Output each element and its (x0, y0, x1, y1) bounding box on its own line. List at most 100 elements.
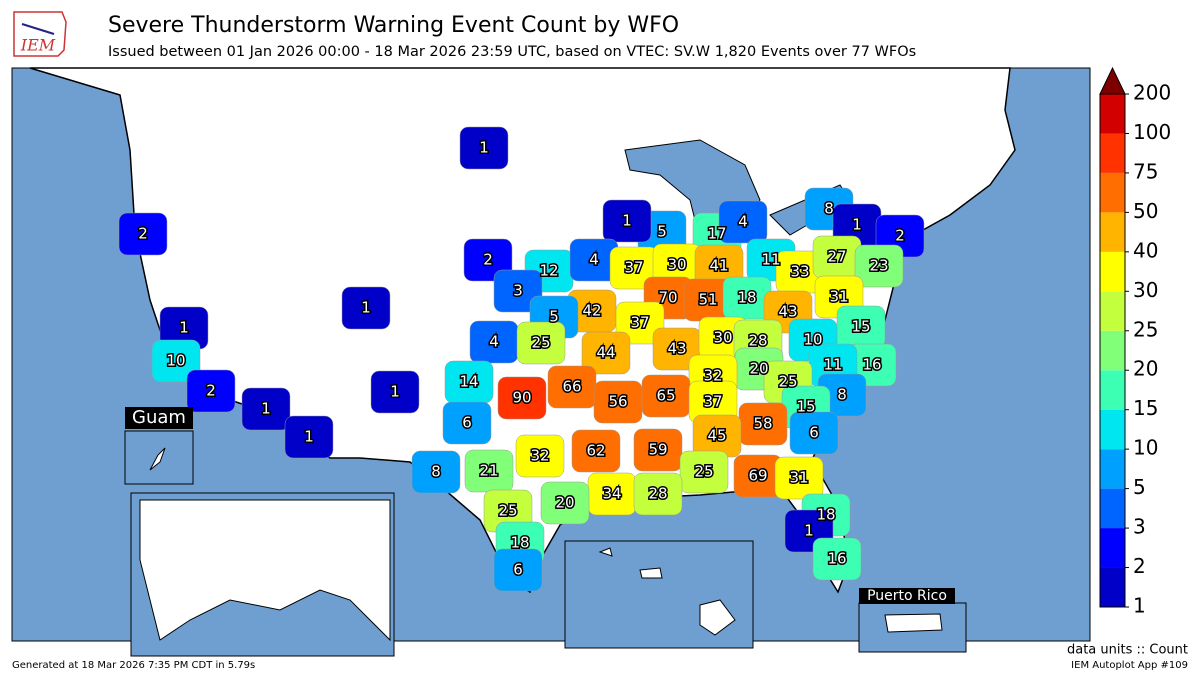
colorbar-extend (1099, 66, 1126, 95)
wfo-count: 15 (851, 318, 870, 336)
colorbar-bin (1100, 94, 1125, 134)
hawaii-inset (564, 540, 754, 649)
wfo-count: 28 (648, 485, 667, 503)
wfo-count: 14 (459, 373, 478, 391)
colorbar-bin (1100, 251, 1125, 292)
wfo-count: 1 (622, 212, 632, 230)
wfo-count: 59 (648, 441, 667, 459)
wfo-count: 70 (658, 289, 677, 307)
wfo-count: 62 (586, 442, 605, 460)
wfo-count: 2 (206, 382, 216, 400)
colorbar-tick-label: 100 (1133, 120, 1171, 144)
generated-note: Generated at 18 Mar 2026 7:35 PM CDT in … (12, 660, 255, 671)
colorbar-tick-label: 200 (1133, 81, 1171, 105)
wfo-count: 37 (703, 393, 722, 411)
wfo-count: 21 (479, 462, 498, 480)
colorbar-tick-label: 30 (1133, 278, 1158, 302)
wfo-count: 32 (703, 367, 722, 385)
wfo-count: 6 (513, 561, 523, 579)
wfo-count: 25 (694, 463, 713, 481)
wfo-region (284, 415, 334, 459)
wfo-count: 34 (602, 485, 621, 503)
colorbar-bin (1100, 370, 1125, 410)
wfo-count: 20 (555, 494, 574, 512)
colorbar-bin (1100, 567, 1125, 607)
wfo-region (241, 387, 291, 431)
wfo-count: 8 (431, 463, 441, 481)
title: Severe Thunderstorm Warning Event Count … (108, 13, 679, 38)
wfo-count: 8 (824, 200, 834, 218)
wfo-region (789, 411, 839, 455)
colorbar-tick-label: 2 (1133, 554, 1146, 578)
wfo-region (854, 244, 904, 288)
wfo-region (571, 429, 621, 473)
wfo-count: 2 (138, 225, 148, 243)
wfo-count: 1 (804, 522, 814, 540)
guam-label-bg (125, 407, 193, 429)
wfo-region (774, 456, 824, 500)
wfo-count: 11 (823, 356, 842, 374)
wfo-region (516, 321, 566, 365)
wfo-count: 43 (667, 340, 686, 358)
wfo-region (493, 548, 543, 592)
wfo-count: 90 (512, 389, 531, 407)
units-label: data units :: Count (1067, 643, 1188, 658)
wfo-count: 20 (749, 360, 768, 378)
guam-land (149, 447, 166, 471)
colorbar-bin (1100, 330, 1125, 371)
wfo-region (370, 370, 420, 414)
colorbar-bin (1100, 133, 1125, 173)
wfo-count: 37 (624, 259, 643, 277)
wfo-count: 65 (656, 387, 675, 405)
wfo-region (718, 200, 768, 244)
wfo-count: 41 (709, 257, 728, 275)
colorbar-tick-label: 5 (1133, 475, 1146, 499)
wfo-count: 25 (498, 502, 517, 520)
colorbar-tick-label: 1 (1133, 594, 1146, 618)
wfo-count: 42 (582, 302, 601, 320)
logo-line (21, 23, 55, 35)
wfo-region (633, 472, 683, 516)
wfo-region (540, 481, 590, 525)
colorbar-tick-label: 25 (1133, 317, 1158, 341)
wfo-region (151, 339, 201, 383)
wfo-count: 25 (531, 334, 550, 352)
wfo-count: 4 (589, 251, 599, 269)
colorbar-bin (1100, 291, 1125, 331)
wfo-count: 45 (707, 427, 726, 445)
alaska-land (139, 499, 391, 642)
colorbar-bin (1100, 488, 1125, 529)
wfo-count: 33 (790, 263, 809, 281)
wfo-count: 1 (390, 383, 400, 401)
wfo-count: 10 (166, 352, 185, 370)
wfo-count: 2 (483, 251, 493, 269)
wfo-count: 5 (549, 308, 559, 326)
pr-label-bg (859, 588, 955, 604)
logo-outline (13, 11, 67, 57)
wfo-region (459, 126, 509, 170)
wfo-count: 16 (827, 550, 846, 568)
colorbar-bin (1100, 409, 1125, 450)
wfo-count: 12 (539, 262, 558, 280)
wfo-count: 3 (513, 282, 523, 300)
wfo-count: 69 (748, 467, 767, 485)
wfo-count: 15 (796, 398, 815, 416)
subtitle: Issued between 01 Jan 2026 00:00 - 18 Ma… (108, 44, 916, 60)
colorbar: 1 2 3 5 10 15 20 25 30 40 50 75 100 200 (1099, 66, 1171, 618)
wfo-count: 18 (510, 534, 529, 552)
logo: IEM (13, 11, 67, 57)
wfo-region (442, 401, 492, 445)
pr-land (884, 613, 943, 633)
wfo-count: 6 (462, 414, 472, 432)
wfo-region (341, 286, 391, 330)
wfo-count: 66 (562, 378, 581, 396)
wfo-region (615, 301, 665, 345)
wfo-region (581, 331, 631, 375)
hawaii-land (598, 547, 736, 636)
wfo-count: 43 (778, 303, 797, 321)
wfo-count: 58 (753, 415, 772, 433)
colorbar-bin (1100, 528, 1125, 568)
colorbar-tick-label: 40 (1133, 238, 1158, 262)
wfo-count: 25 (778, 373, 797, 391)
